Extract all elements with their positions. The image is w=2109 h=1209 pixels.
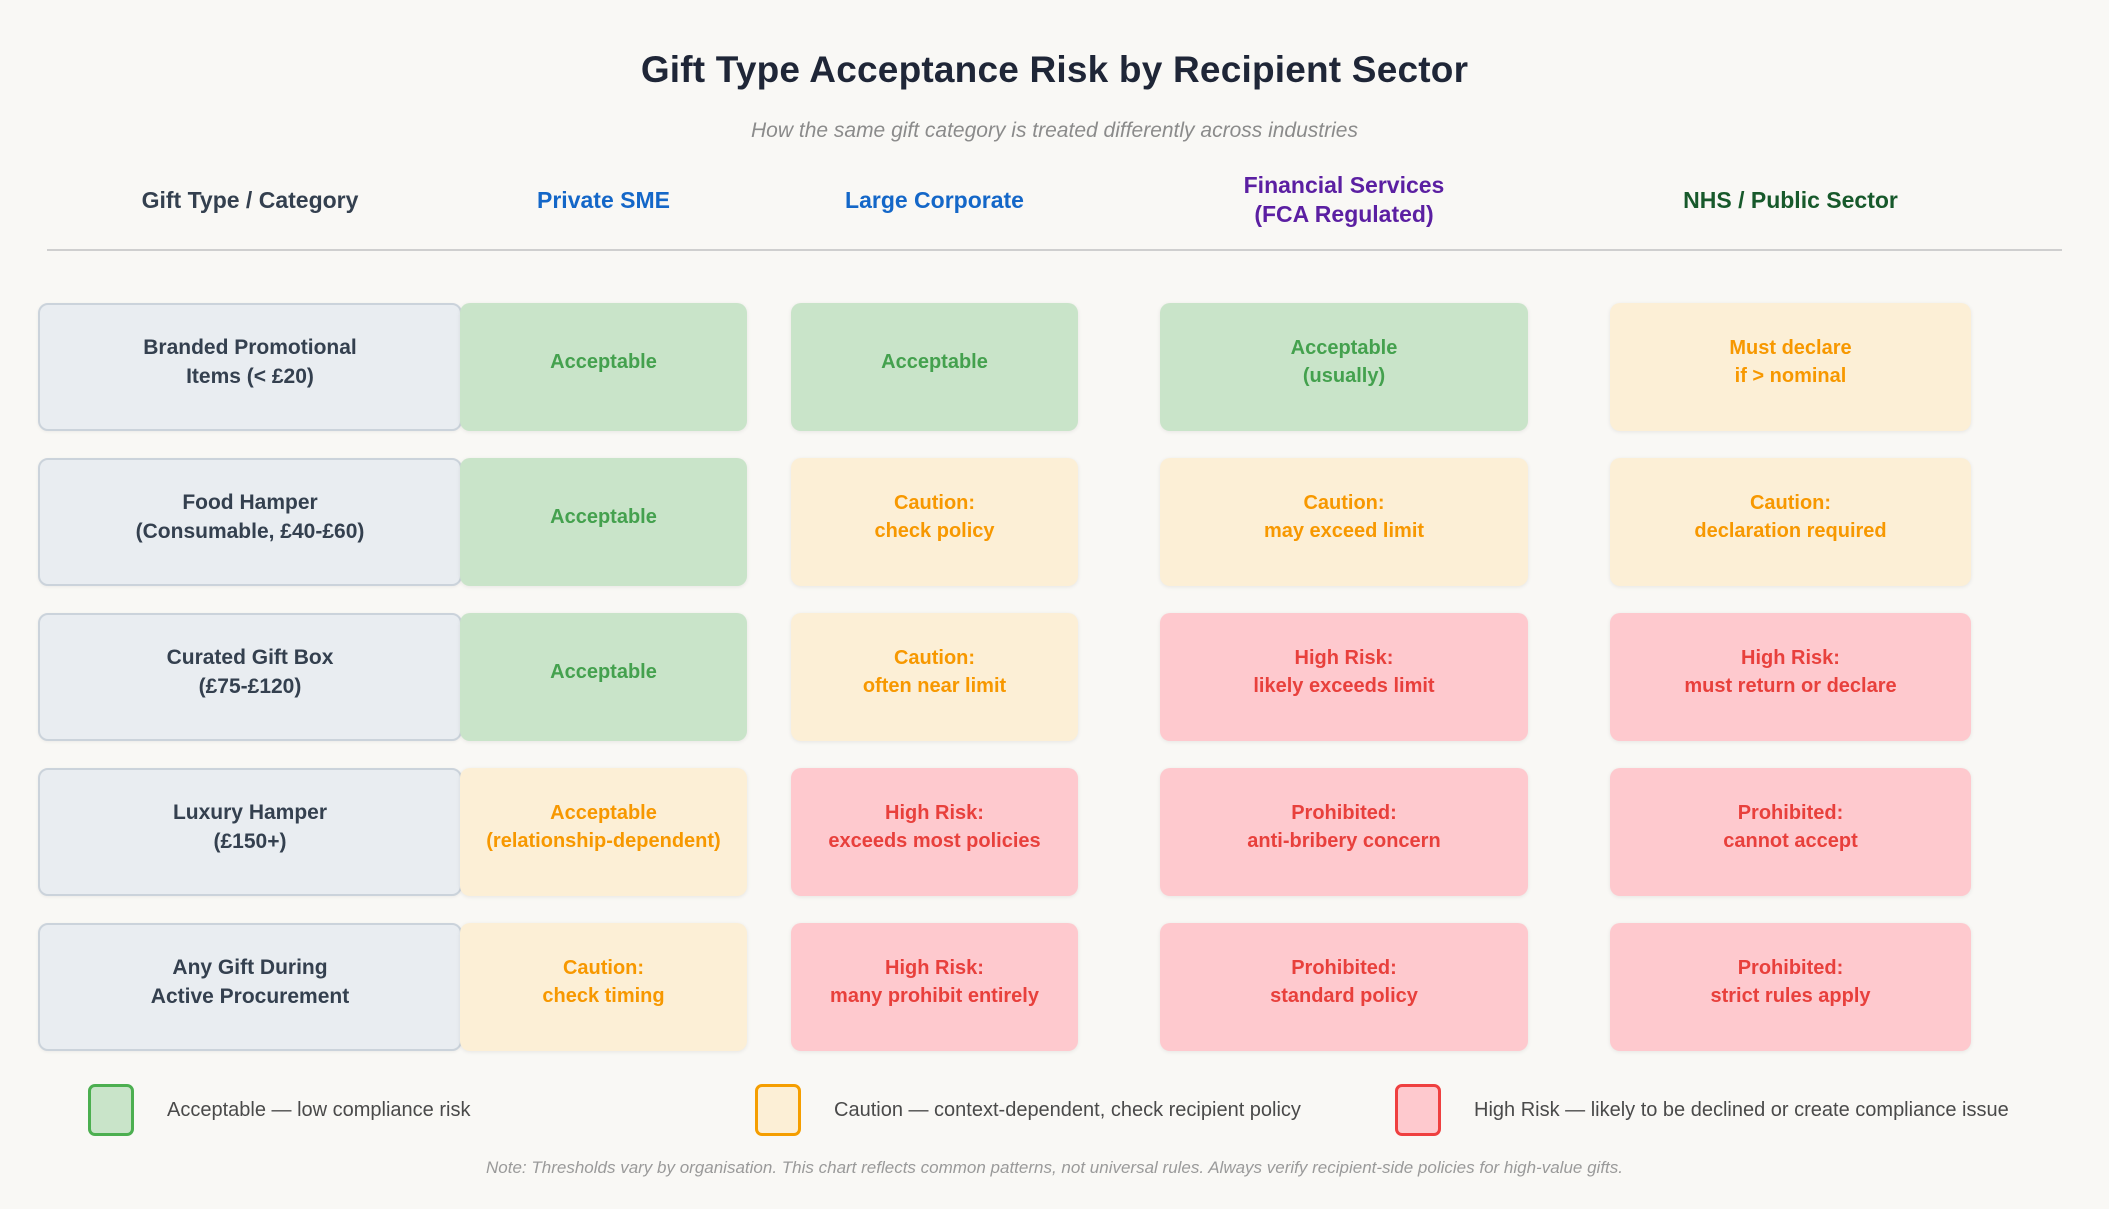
cell-luxury-financial-services: Prohibited: anti-bribery concern: [1160, 768, 1528, 896]
cell-branded-large-corporate: Acceptable: [791, 303, 1078, 431]
cell-procurement-private-sme: Caution: check timing: [460, 923, 747, 1051]
table-row-branded-promotional: Branded Promotional Items (< £20) Accept…: [0, 303, 2109, 431]
cell-food-hamper-private-sme: Acceptable: [460, 458, 747, 586]
cell-food-hamper-financial-services: Caution: may exceed limit: [1160, 458, 1528, 586]
row-label-active-procurement: Any Gift During Active Procurement: [38, 923, 462, 1051]
page-subtitle: How the same gift category is treated di…: [751, 119, 1358, 142]
row-label-curated-gift-box: Curated Gift Box (£75-£120): [38, 613, 462, 741]
column-header-private-sme: Private SME: [537, 186, 670, 213]
cell-luxury-nhs-public-sector: Prohibited: cannot accept: [1610, 768, 1971, 896]
table-row-active-procurement: Any Gift During Active Procurement Cauti…: [0, 923, 2109, 1051]
row-label-luxury-hamper: Luxury Hamper (£150+): [38, 768, 462, 896]
table-row-food-hamper: Food Hamper (Consumable, £40-£60) Accept…: [0, 458, 2109, 586]
table-row-curated-gift-box: Curated Gift Box (£75-£120) Acceptable C…: [0, 613, 2109, 741]
cell-luxury-large-corporate: High Risk: exceeds most policies: [791, 768, 1078, 896]
header-divider: [47, 249, 2062, 251]
legend-label-high-risk: High Risk — likely to be declined or cre…: [1474, 1098, 2009, 1121]
cell-food-hamper-nhs-public-sector: Caution: declaration required: [1610, 458, 1971, 586]
cell-branded-financial-services: Acceptable (usually): [1160, 303, 1528, 431]
row-label-food-hamper: Food Hamper (Consumable, £40-£60): [38, 458, 462, 586]
legend-label-caution: Caution — context-dependent, check recip…: [834, 1098, 1301, 1121]
cell-procurement-large-corporate: High Risk: many prohibit entirely: [791, 923, 1078, 1051]
cell-curated-financial-services: High Risk: likely exceeds limit: [1160, 613, 1528, 741]
table-row-luxury-hamper: Luxury Hamper (£150+) Acceptable (relati…: [0, 768, 2109, 896]
cell-procurement-nhs-public-sector: Prohibited: strict rules apply: [1610, 923, 1971, 1051]
legend-label-acceptable: Acceptable — low compliance risk: [167, 1098, 471, 1121]
column-header-financial-services: Financial Services (FCA Regulated): [1243, 172, 1445, 227]
column-header-nhs-public-sector: NHS / Public Sector: [1683, 186, 1898, 213]
page-title: Gift Type Acceptance Risk by Recipient S…: [640, 49, 1469, 90]
cell-procurement-financial-services: Prohibited: standard policy: [1160, 923, 1528, 1051]
legend-swatch-high-risk: [1395, 1084, 1441, 1136]
column-header-gift-type: Gift Type / Category: [141, 186, 359, 213]
cell-luxury-private-sme: Acceptable (relationship-dependent): [460, 768, 747, 896]
cell-curated-private-sme: Acceptable: [460, 613, 747, 741]
cell-curated-large-corporate: Caution: often near limit: [791, 613, 1078, 741]
column-header-large-corporate: Large Corporate: [845, 186, 1024, 213]
row-label-branded-promotional: Branded Promotional Items (< £20): [38, 303, 462, 431]
legend-swatch-acceptable: [88, 1084, 134, 1136]
cell-food-hamper-large-corporate: Caution: check policy: [791, 458, 1078, 586]
cell-branded-nhs-public-sector: Must declare if > nominal: [1610, 303, 1971, 431]
legend-swatch-caution: [755, 1084, 801, 1136]
footnote: Note: Thresholds vary by organisation. T…: [486, 1158, 1623, 1177]
cell-branded-private-sme: Acceptable: [460, 303, 747, 431]
cell-curated-nhs-public-sector: High Risk: must return or declare: [1610, 613, 1971, 741]
